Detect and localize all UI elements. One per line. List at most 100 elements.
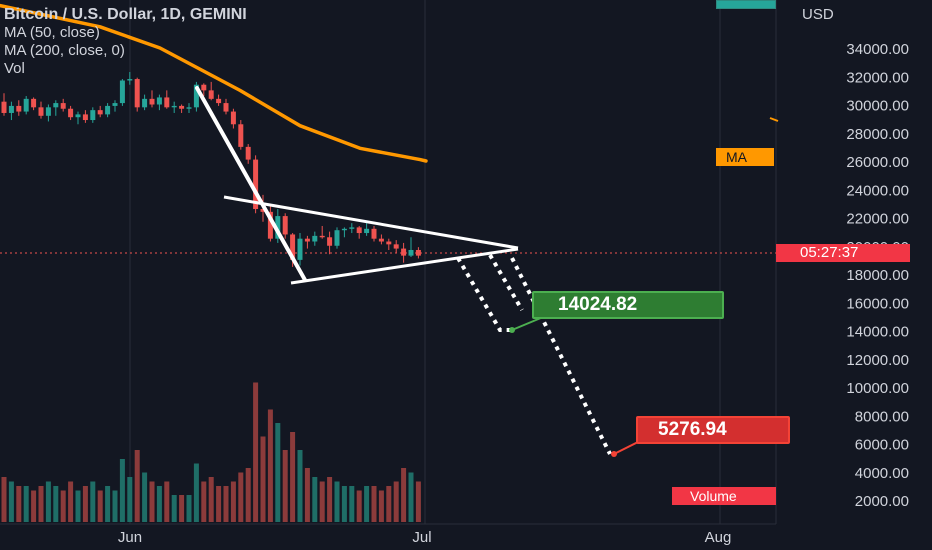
volume-bar bbox=[304, 468, 310, 522]
volume-bar bbox=[53, 486, 59, 522]
target-label-1[interactable]: 14024.82 bbox=[532, 291, 724, 319]
candle-body bbox=[134, 79, 140, 108]
ma50-legend[interactable]: MA (50, close) bbox=[4, 24, 100, 41]
time-axis-label: Jun bbox=[118, 529, 142, 546]
candle-body bbox=[60, 103, 66, 109]
volume-bar bbox=[312, 477, 318, 522]
price-axis-tick: 32000.00 bbox=[846, 69, 909, 86]
volume-bar bbox=[179, 495, 185, 522]
projection-1 bbox=[456, 256, 512, 332]
candle-body bbox=[253, 159, 259, 210]
candle-body bbox=[201, 84, 207, 91]
candle-body bbox=[223, 103, 229, 112]
candle-body bbox=[179, 105, 185, 109]
candle-body bbox=[53, 103, 59, 108]
volume-bar bbox=[60, 490, 66, 522]
volume-bar bbox=[105, 486, 111, 522]
volume-bar bbox=[23, 486, 29, 522]
candle-body bbox=[282, 216, 288, 235]
candle-body bbox=[327, 237, 333, 246]
volume-bar bbox=[201, 481, 207, 522]
price-axis-tick: 24000.00 bbox=[846, 182, 909, 199]
volume-bar bbox=[334, 481, 340, 522]
countdown-badge: 05:27:37 bbox=[776, 244, 910, 262]
candle-body bbox=[356, 227, 362, 234]
candle-body bbox=[45, 107, 51, 116]
candle-body bbox=[415, 249, 421, 256]
volume-bar bbox=[216, 486, 222, 522]
candle-body bbox=[267, 211, 273, 239]
volume-bar bbox=[290, 432, 296, 522]
price-axis-tick: 2000.00 bbox=[855, 493, 909, 510]
volume-bar bbox=[97, 490, 103, 522]
volume-bar bbox=[238, 472, 244, 522]
volume-bar bbox=[82, 486, 88, 522]
price-axis-tick: 18000.00 bbox=[846, 267, 909, 284]
volume-bar bbox=[223, 486, 229, 522]
volume-bar bbox=[408, 472, 414, 522]
pennant-top-line bbox=[223, 195, 519, 250]
volume-bar bbox=[134, 450, 140, 522]
candle-body bbox=[230, 111, 236, 125]
volume-bar bbox=[90, 481, 96, 522]
volume-bar bbox=[260, 436, 266, 522]
volume-bar bbox=[156, 486, 162, 522]
target-1-point bbox=[509, 327, 515, 333]
candle-body bbox=[319, 235, 325, 238]
price-axis-tick: 8000.00 bbox=[855, 408, 909, 425]
candle-body bbox=[31, 98, 37, 108]
volume-bar bbox=[401, 468, 407, 522]
candle-body bbox=[312, 235, 318, 242]
target-label-2[interactable]: 5276.94 bbox=[636, 416, 790, 444]
candle-body bbox=[105, 105, 111, 115]
candle-body bbox=[290, 234, 296, 260]
ma200-stub bbox=[769, 117, 779, 122]
candle-body bbox=[149, 98, 155, 105]
candle-body bbox=[8, 105, 14, 113]
volume-bar bbox=[371, 486, 377, 522]
volume-bar bbox=[171, 495, 177, 522]
volume-bar bbox=[127, 477, 133, 522]
volume-bar bbox=[230, 481, 236, 522]
candle-body bbox=[156, 97, 162, 105]
price-label-tab bbox=[716, 0, 776, 9]
candle-body bbox=[408, 249, 414, 256]
candle-body bbox=[1, 101, 7, 113]
candle-body bbox=[23, 98, 29, 112]
volume-bar bbox=[341, 486, 347, 522]
flagpole-line bbox=[195, 86, 307, 282]
ma50-line bbox=[0, 3, 428, 163]
volume-bar bbox=[282, 450, 288, 522]
volume-bar bbox=[1, 477, 7, 522]
candle-body bbox=[171, 105, 177, 108]
symbol-title[interactable]: Bitcoin / U.S. Dollar, 1D, GEMINI bbox=[4, 6, 247, 23]
candle-body bbox=[341, 228, 347, 231]
candle-body bbox=[90, 110, 96, 121]
candle-body bbox=[297, 238, 303, 260]
candle-body bbox=[112, 103, 118, 106]
volume-bar bbox=[31, 490, 37, 522]
price-axis-tick: 28000.00 bbox=[846, 126, 909, 143]
volume-bar bbox=[8, 481, 14, 522]
price-axis-tick: 34000.00 bbox=[846, 41, 909, 58]
price-axis-tick: 16000.00 bbox=[846, 295, 909, 312]
price-axis-tick: 12000.00 bbox=[846, 352, 909, 369]
volume-bar bbox=[75, 490, 81, 522]
candle-body bbox=[275, 216, 281, 239]
time-axis-label: Jul bbox=[412, 529, 431, 546]
price-axis-tick: 14000.00 bbox=[846, 324, 909, 341]
volume-bar bbox=[393, 481, 399, 522]
candle-body bbox=[127, 79, 133, 81]
volume-bar bbox=[38, 486, 44, 522]
candle-body bbox=[186, 107, 192, 109]
volume-bar bbox=[356, 490, 362, 522]
candle-body bbox=[238, 124, 244, 147]
projection-1b bbox=[488, 253, 524, 312]
volume-bar bbox=[327, 477, 333, 522]
volume-legend[interactable]: Vol bbox=[4, 60, 25, 77]
volume-bar bbox=[186, 495, 192, 522]
ma200-legend[interactable]: MA (200, close, 0) bbox=[4, 42, 125, 59]
volume-bar bbox=[193, 463, 199, 522]
price-axis-tick: 4000.00 bbox=[855, 465, 909, 482]
